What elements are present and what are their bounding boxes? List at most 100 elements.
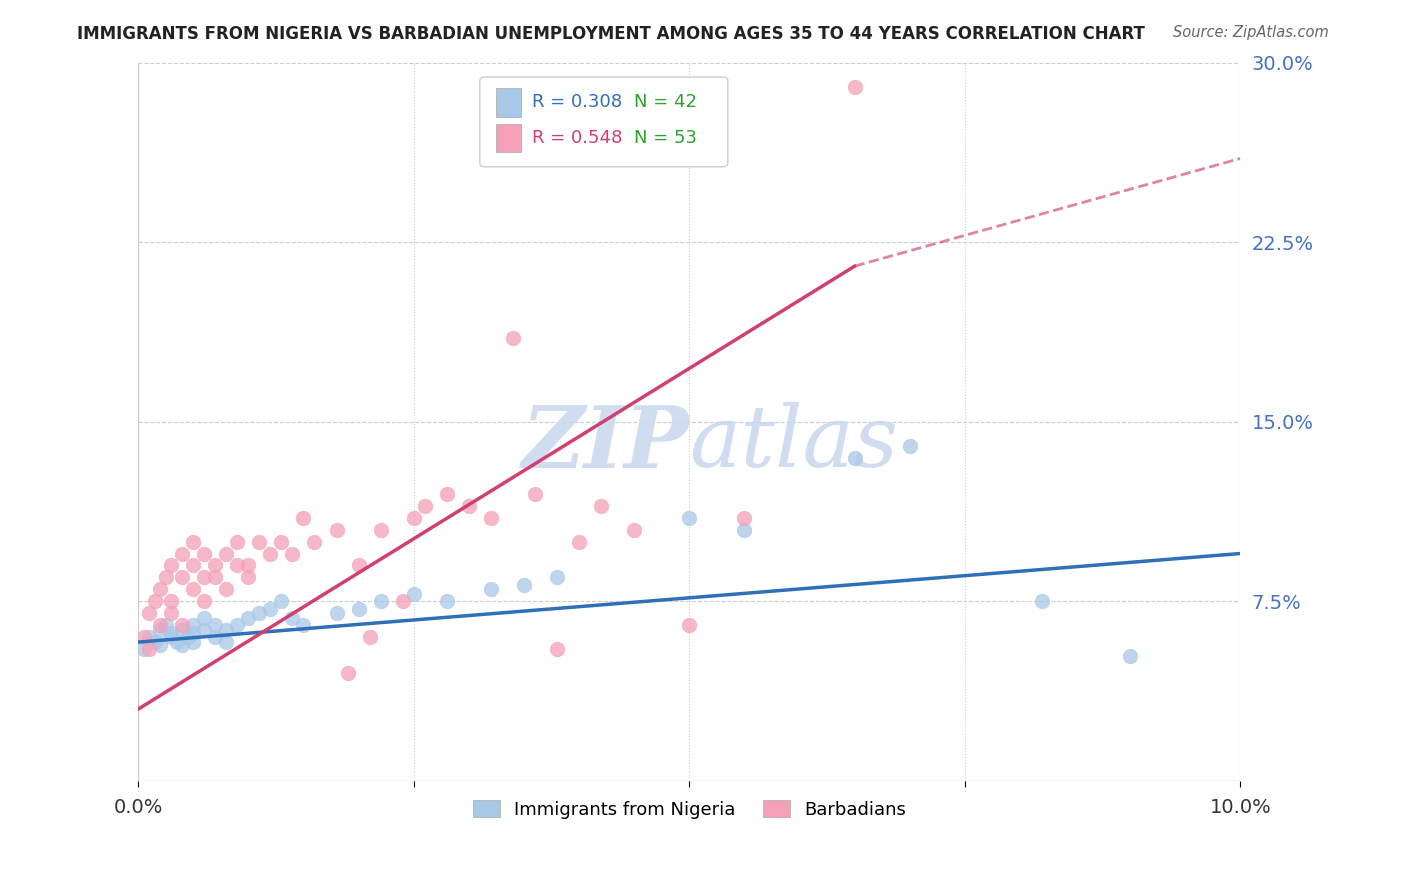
Point xyxy=(844,450,866,465)
Point xyxy=(247,607,270,621)
Point xyxy=(523,486,546,500)
Point xyxy=(359,630,381,644)
Point xyxy=(281,547,304,561)
Point xyxy=(204,558,226,573)
Point xyxy=(238,570,260,584)
Point xyxy=(678,510,700,524)
Point xyxy=(844,79,866,94)
Point xyxy=(898,439,921,453)
Point xyxy=(591,499,613,513)
Point xyxy=(402,587,425,601)
Point xyxy=(172,570,194,584)
Point xyxy=(226,558,249,573)
Point xyxy=(436,594,458,608)
Point xyxy=(1031,594,1053,608)
Point xyxy=(160,630,183,644)
Point xyxy=(193,623,215,637)
Text: R = 0.308: R = 0.308 xyxy=(531,93,621,112)
Point xyxy=(172,623,194,637)
Point xyxy=(457,499,479,513)
Point xyxy=(215,582,238,597)
Text: R = 0.548: R = 0.548 xyxy=(531,129,621,147)
Point xyxy=(181,625,204,640)
Point xyxy=(193,594,215,608)
Point xyxy=(160,607,183,621)
Point xyxy=(193,547,215,561)
Point xyxy=(370,594,392,608)
Point xyxy=(172,638,194,652)
Point xyxy=(160,558,183,573)
Point xyxy=(733,523,755,537)
Point xyxy=(138,630,160,644)
Point xyxy=(281,611,304,625)
Point xyxy=(238,558,260,573)
Point xyxy=(336,666,359,681)
Text: N = 53: N = 53 xyxy=(634,129,697,147)
Point xyxy=(181,558,204,573)
Point xyxy=(325,607,347,621)
Point xyxy=(733,510,755,524)
Point xyxy=(155,618,177,632)
Point xyxy=(215,635,238,649)
Point xyxy=(247,534,270,549)
Point xyxy=(402,510,425,524)
Legend: Immigrants from Nigeria, Barbadians: Immigrants from Nigeria, Barbadians xyxy=(465,793,912,826)
Point xyxy=(181,635,204,649)
Point xyxy=(347,558,370,573)
Point xyxy=(181,618,204,632)
Point xyxy=(259,601,281,615)
Text: Source: ZipAtlas.com: Source: ZipAtlas.com xyxy=(1173,25,1329,40)
Point xyxy=(204,570,226,584)
Point xyxy=(138,642,160,657)
Point xyxy=(204,618,226,632)
Point xyxy=(193,611,215,625)
Point xyxy=(436,486,458,500)
Point xyxy=(546,570,568,584)
Point xyxy=(238,611,260,625)
Text: ZIP: ZIP xyxy=(522,401,689,485)
Point xyxy=(172,618,194,632)
Point xyxy=(215,623,238,637)
Point xyxy=(259,547,281,561)
Point xyxy=(502,331,524,345)
Point xyxy=(177,630,200,644)
Point xyxy=(160,625,183,640)
Point xyxy=(568,534,591,549)
FancyBboxPatch shape xyxy=(496,87,520,117)
Point xyxy=(149,638,172,652)
Point xyxy=(391,594,413,608)
Point xyxy=(172,547,194,561)
Point xyxy=(292,510,315,524)
Point xyxy=(270,534,292,549)
Point xyxy=(304,534,326,549)
Point xyxy=(181,582,204,597)
Point xyxy=(226,534,249,549)
Point xyxy=(546,642,568,657)
Point xyxy=(193,570,215,584)
Text: N = 42: N = 42 xyxy=(634,93,697,112)
Point xyxy=(678,618,700,632)
Text: IMMIGRANTS FROM NIGERIA VS BARBADIAN UNEMPLOYMENT AMONG AGES 35 TO 44 YEARS CORR: IMMIGRANTS FROM NIGERIA VS BARBADIAN UNE… xyxy=(77,25,1146,43)
Point xyxy=(370,523,392,537)
Point xyxy=(292,618,315,632)
Point xyxy=(215,547,238,561)
Point xyxy=(204,630,226,644)
Point xyxy=(479,582,502,597)
Point xyxy=(1119,649,1142,664)
Point xyxy=(166,635,188,649)
Point xyxy=(160,594,183,608)
FancyBboxPatch shape xyxy=(496,124,520,153)
Point xyxy=(181,534,204,549)
Point xyxy=(479,510,502,524)
FancyBboxPatch shape xyxy=(479,77,728,167)
Point xyxy=(513,577,536,591)
Point xyxy=(325,523,347,537)
Point xyxy=(413,499,436,513)
Text: atlas: atlas xyxy=(689,402,898,484)
Point xyxy=(138,607,160,621)
Point xyxy=(143,635,166,649)
Point xyxy=(143,594,166,608)
Point xyxy=(155,570,177,584)
Point xyxy=(132,642,155,657)
Point xyxy=(226,618,249,632)
